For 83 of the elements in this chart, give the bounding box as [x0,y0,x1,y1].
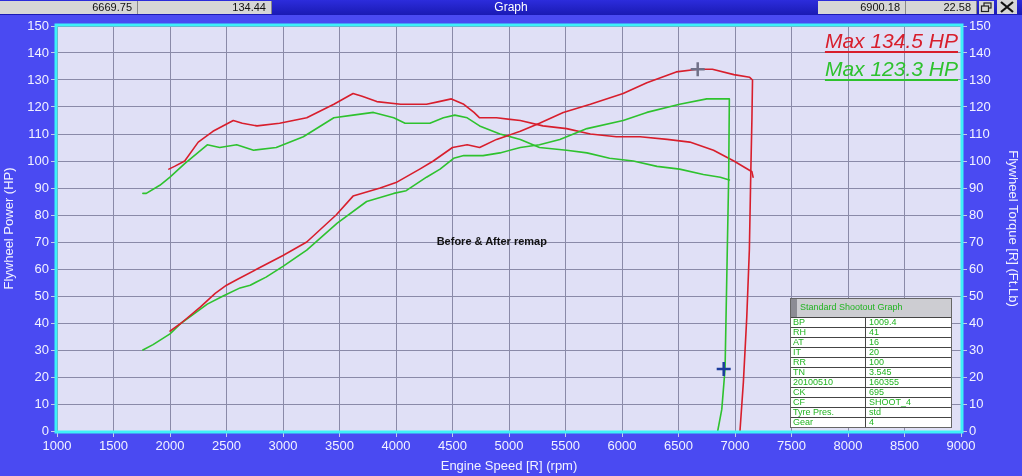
annotation: Max 123.3 HP [824,57,958,81]
annotation: BP [791,317,866,327]
y-tick-label: 40 [34,314,49,330]
y-tick-label: 0 [41,422,49,438]
y-tick-label: 60 [34,260,49,276]
y-tick-label: 120 [27,98,49,114]
annotation: Max 134.5 HP [824,29,958,53]
y2-tick-label: 100 [969,152,991,168]
y-tick-label: 20 [34,368,49,384]
annotation: AT [791,337,866,347]
y-tick-label: 140 [27,44,49,60]
annotation: 41 [868,327,880,337]
annotation: 20100510 [791,377,866,387]
y2-tick-label: 90 [969,179,984,195]
x-tick-label: 5000 [494,438,524,454]
annotation: 695 [868,387,885,397]
x-tick-label: 2500 [212,438,241,454]
x-tick-label: 2000 [155,438,185,454]
annotation: 16 [868,337,880,347]
x-tick-label: 3500 [325,438,354,454]
annotation: 1009.4 [868,317,897,327]
x-tick-label: 3000 [268,438,298,454]
annotation: 3.545 [868,367,892,377]
y2-axis-title: Flywheel Torque [R] (Ft.Lb) [1005,150,1021,307]
y2-tick-label: 50 [969,287,984,303]
annotation: CF [791,397,866,407]
annotation: CK [791,387,866,397]
y-tick-label: 30 [34,341,49,357]
y2-tick-label: 150 [969,17,991,33]
annotation: Standard Shootout Graph [791,299,951,317]
y-axis-title: Flywheel Power (HP) [1,167,17,290]
y-tick-label: 110 [28,125,49,141]
text: 6900.18 [860,1,900,14]
y-tick-label: 70 [34,233,49,249]
chart-title: Graph [494,0,528,15]
y2-tick-label: 110 [969,125,990,141]
y2-tick-label: 60 [969,260,984,276]
x-tick-label: 7500 [777,438,806,454]
y2-tick-label: 10 [969,395,984,411]
x-tick-label: 4500 [438,438,467,454]
y-tick-label: 80 [34,206,49,222]
annotation: 100 [868,357,885,367]
annotation: TN [791,367,866,377]
annotation: 160355 [868,377,900,387]
annotation: RR [791,357,866,367]
text: 134.44 [232,1,266,14]
annotation: Before & After remap [436,234,548,247]
y-tick-label: 130 [27,71,49,87]
x-tick-label: 7000 [720,438,750,454]
x-tick-label: 8500 [890,438,919,454]
y2-tick-label: 0 [969,422,977,438]
annotation: 4 [868,417,875,427]
y-tick-label: 150 [27,17,49,33]
y2-tick-label: 70 [969,233,984,249]
x-tick-label: 9000 [946,438,976,454]
y2-tick-label: 30 [969,341,984,357]
y2-tick-label: 20 [969,368,984,384]
annotation: SHOOT_4 [868,397,912,407]
y2-tick-label: 140 [969,44,991,60]
y-tick-label: 100 [27,152,49,168]
y-tick-label: 10 [34,395,49,411]
y-tick-label: 50 [34,287,49,303]
x-axis-title: Engine Speed [R] (rpm) [440,457,578,473]
x-tick-label: 5500 [551,438,580,454]
x-tick-label: 4000 [381,438,411,454]
annotation: std [868,407,882,417]
annotation: Gear [791,417,866,427]
annotation: RH [791,327,866,337]
y2-tick-label: 130 [969,71,991,87]
x-tick-label: 8000 [833,438,863,454]
annotation: IT [791,347,866,357]
x-tick-label: 1000 [42,438,72,454]
annotation: Tyre Pres. [791,407,866,417]
y2-tick-label: 40 [969,314,984,330]
y2-tick-label: 80 [969,206,984,222]
y2-tick-label: 120 [969,98,991,114]
x-tick-label: 1500 [99,438,128,454]
text: 22.58 [943,1,971,14]
x-tick-label: 6500 [664,438,693,454]
y-tick-label: 90 [34,179,49,195]
annotation: 20 [868,347,880,357]
x-tick-label: 6000 [607,438,637,454]
text: 6669.75 [92,1,132,14]
